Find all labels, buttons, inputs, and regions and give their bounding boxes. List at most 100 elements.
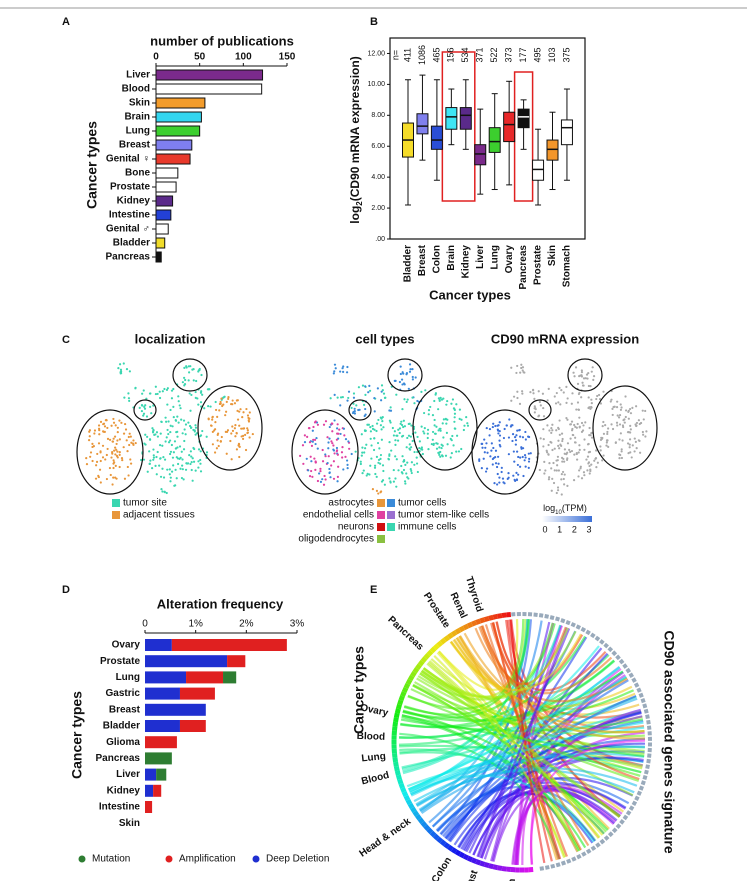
cell-dot	[498, 476, 501, 479]
gene-arc	[646, 758, 651, 764]
cell-dot	[361, 384, 365, 387]
cell-dot	[116, 439, 119, 442]
cell-dot	[151, 427, 154, 430]
cell-dot	[542, 428, 545, 431]
group-arc	[462, 623, 469, 631]
cell-dot	[520, 366, 523, 370]
cell-dot	[197, 448, 201, 451]
cell-dot	[176, 415, 179, 418]
cell-dot	[334, 367, 337, 370]
cell-dot	[367, 423, 370, 426]
cell-dot	[113, 461, 116, 464]
cell-dot	[112, 421, 116, 424]
cell-dot	[590, 432, 593, 435]
group-arc	[475, 618, 482, 625]
cell-dot	[235, 431, 238, 435]
cell-dot	[402, 468, 406, 472]
bar	[155, 83, 263, 95]
cluster-outline	[528, 399, 552, 421]
cell-dot	[400, 435, 404, 438]
cell-dot	[315, 436, 318, 440]
cell-dot	[302, 462, 305, 465]
y-axis-label: Cancer types	[69, 691, 85, 779]
cell-dot	[583, 448, 586, 451]
cell-dot	[154, 385, 157, 388]
cell-dot	[149, 459, 152, 462]
cell-dot	[615, 406, 619, 409]
cell-dot	[635, 421, 639, 425]
gene-arc	[615, 654, 621, 661]
cell-dot	[539, 404, 542, 407]
cell-dot	[478, 458, 481, 461]
cell-dot	[409, 435, 412, 438]
gene-arc	[581, 851, 587, 857]
panel-letter: A	[62, 16, 70, 28]
bar	[155, 237, 166, 249]
cell-dot	[498, 434, 502, 437]
group-arc	[439, 637, 447, 645]
cell-dot	[563, 483, 566, 486]
cell-dot	[446, 443, 449, 446]
cell-dot	[408, 443, 411, 446]
cell-dot	[226, 429, 230, 432]
cell-dot	[559, 403, 562, 406]
gene-arc	[580, 626, 587, 633]
count-label: 534	[460, 47, 470, 62]
cell-dot	[596, 394, 599, 398]
cell-dot	[620, 406, 623, 409]
cluster-outline	[412, 385, 478, 471]
bar	[155, 153, 191, 165]
cell-dot	[138, 406, 141, 409]
cell-dot	[627, 452, 630, 455]
x-tick-label: Lung	[489, 245, 500, 269]
cell-dot	[498, 430, 501, 433]
cell-dot	[116, 431, 119, 434]
cell-dot	[330, 440, 333, 443]
cell-dot	[114, 453, 117, 456]
gene-arc	[565, 619, 571, 626]
cell-dot	[164, 440, 167, 443]
cell-dot	[588, 406, 591, 409]
cell-dot	[174, 447, 177, 450]
cell-dot	[194, 424, 197, 427]
cell-dot	[404, 482, 407, 485]
cell-dot	[626, 431, 630, 434]
cell-dot	[550, 441, 553, 444]
cell-dot	[383, 483, 386, 486]
cell-dot	[332, 460, 335, 463]
cell-dot	[238, 410, 241, 413]
cell-dot	[380, 384, 384, 387]
cell-dot	[122, 362, 125, 365]
plot-title: cell types	[355, 331, 414, 346]
y-tick-label: Bladder	[103, 721, 140, 732]
y-tick-label: 10.00	[367, 81, 385, 88]
chord	[416, 768, 635, 807]
cell-dot	[355, 404, 358, 407]
cell-dot	[602, 454, 605, 457]
cell-dot	[541, 392, 545, 395]
cell-dot	[217, 444, 220, 448]
cell-dot	[308, 441, 312, 444]
cell-dot	[336, 396, 339, 399]
cell-dot	[398, 380, 402, 384]
cell-dot	[184, 378, 187, 382]
cell-dot	[441, 422, 444, 425]
cell-dot	[211, 430, 214, 433]
cell-dot	[624, 409, 628, 412]
cell-dot	[369, 430, 372, 433]
cell-dot	[169, 476, 172, 479]
cell-dot	[303, 441, 307, 444]
cell-dot	[357, 408, 360, 412]
cell-dot	[533, 397, 536, 400]
cell-dot	[331, 430, 334, 433]
cell-dot	[246, 431, 250, 434]
cell-dot	[426, 436, 429, 440]
cell-dot	[396, 434, 399, 437]
cell-dot	[437, 397, 440, 400]
cell-dot	[566, 442, 570, 445]
cell-dot	[577, 451, 580, 454]
chord	[412, 684, 605, 835]
cell-dot	[523, 459, 526, 462]
cell-dot	[434, 392, 438, 395]
cell-dot	[611, 413, 614, 417]
